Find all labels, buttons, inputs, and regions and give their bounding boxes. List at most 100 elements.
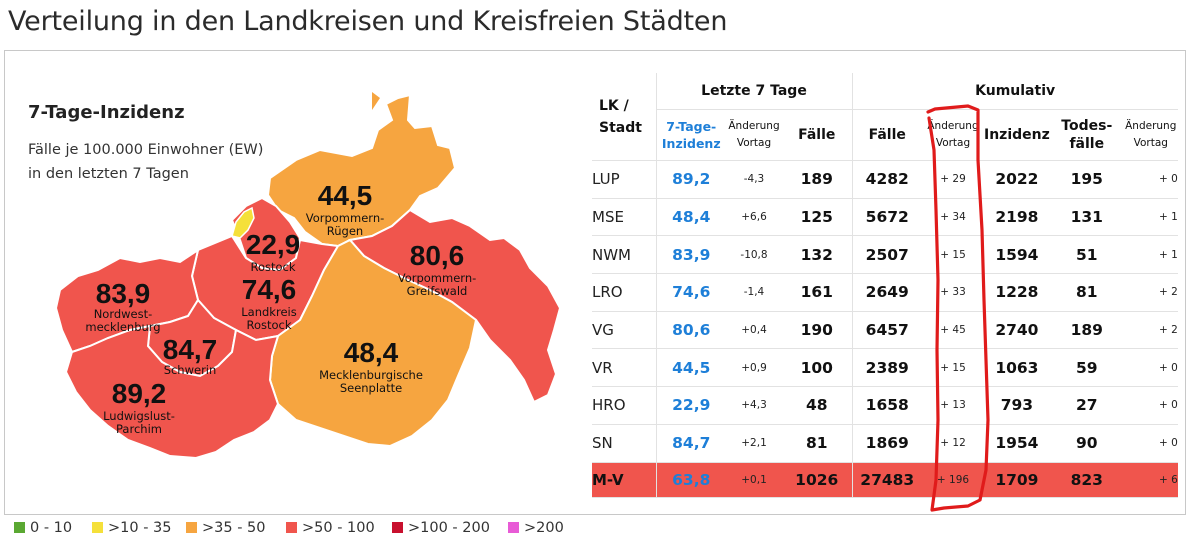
cell-chg-deaths: + 2 <box>1123 273 1178 312</box>
cell-inz: 48,4 <box>655 198 726 237</box>
legend-item: >200 <box>508 520 564 536</box>
region-value: 22,9 <box>245 229 301 260</box>
region-name: Ludwigslust- Parchim <box>103 409 175 436</box>
cell-deaths: 131 <box>1049 198 1124 237</box>
group-header-cumulative: Kumulativ <box>851 73 1178 110</box>
cell-lk: SN <box>592 424 656 463</box>
region-name: Landkreis Rostock <box>241 305 297 332</box>
table-row: VR 44,5 +0,9 100 2389 + 15 1063 59 + 0 <box>592 348 1178 388</box>
cell-cases: 1658 <box>851 386 922 425</box>
region-value: 74,6 <box>241 274 297 305</box>
cell-inz: 44,5 <box>655 348 726 388</box>
table-row: SN 84,7 +2,1 81 1869 + 12 1954 90 + 0 <box>592 424 1178 463</box>
cell-cases7: 190 <box>782 311 852 350</box>
cell-inz-cum: 2198 <box>984 198 1050 237</box>
cell-chg: +2,1 <box>726 424 782 463</box>
legend-swatch <box>92 522 103 533</box>
cell-inz: 22,9 <box>655 386 726 425</box>
cell-chg-cases: + 12 <box>922 424 984 463</box>
table-header-group: LK / Stadt Letzte 7 Tage Kumulativ <box>592 73 1178 161</box>
region-vorpommern-ruegen <box>266 93 457 248</box>
col-deaths-header: Todes-fälle <box>1049 109 1124 161</box>
legend-swatch <box>508 522 519 533</box>
map-subtitle-line2: in den letzten 7 Tagen <box>28 166 189 182</box>
cell-cases7: 81 <box>782 424 852 463</box>
cell-chg-cases: + 45 <box>922 311 984 350</box>
col-chg-deaths-header: Änderung Vortag <box>1123 109 1178 161</box>
region-mecklenburgische-seenplatte <box>268 238 478 448</box>
cell-deaths: 59 <box>1049 348 1124 388</box>
table-row: LUP 89,2 -4,3 189 4282 + 29 2022 195 + 0 <box>592 160 1178 199</box>
cell-inz: 83,9 <box>655 235 726 275</box>
cell-lk: VR <box>592 348 656 388</box>
cell-chg-deaths: + 1 <box>1123 198 1178 237</box>
cell-cases7: 100 <box>782 348 852 388</box>
cell-chg-cases: + 13 <box>922 386 984 425</box>
cell-inz-cum: 1063 <box>984 348 1050 388</box>
cell-cases: 2389 <box>851 348 922 388</box>
cell-inz-cum: 1228 <box>984 273 1050 312</box>
cell-chg: +4,3 <box>726 386 782 425</box>
cell-deaths: 27 <box>1049 386 1124 425</box>
map-title: 7-Tage-Inzidenz <box>28 102 185 123</box>
page-title: Verteilung in den Landkreisen und Kreisf… <box>8 6 728 37</box>
cell-cases7: 132 <box>782 235 852 275</box>
legend-swatch <box>392 522 403 533</box>
cell-chg-cases: + 29 <box>922 160 984 199</box>
cell-inz-cum: 2740 <box>984 311 1050 350</box>
cell-chg-cases: + 33 <box>922 273 984 312</box>
cell-cases7: 161 <box>782 273 852 312</box>
legend-item: >100 - 200 <box>392 520 490 536</box>
map-subtitle-line1: Fälle je 100.000 Einwohner (EW) <box>28 142 264 158</box>
cell-cases: 5672 <box>851 198 922 237</box>
legend-item: >10 - 35 <box>92 520 172 536</box>
legend-item: 0 - 10 <box>14 520 72 536</box>
region-value: 48,4 <box>343 337 399 368</box>
legend-swatch <box>286 522 297 533</box>
cell-inz-cum: 1594 <box>984 235 1050 275</box>
region-name: Vorpommern- Greifswald <box>397 271 477 298</box>
cell-chg-deaths: + 0 <box>1123 160 1178 199</box>
cell-cases: 2507 <box>851 235 922 275</box>
cell-cases: 1869 <box>851 424 922 463</box>
cell-lk: HRO <box>592 386 656 425</box>
cell-inz: 74,6 <box>655 273 726 312</box>
cell-chg: +0,9 <box>726 348 782 388</box>
cell-chg-deaths: + 0 <box>1123 348 1178 388</box>
cell-deaths: 51 <box>1049 235 1124 275</box>
region-value: 89,2 <box>111 378 167 409</box>
table-header-sub: 7-Tage- Inzidenz Änderung Vortag Fälle Fäl… <box>592 109 1178 161</box>
cell-chg: -1,4 <box>726 273 782 312</box>
table-row: LRO 74,6 -1,4 161 2649 + 33 1228 81 + 2 <box>592 273 1178 312</box>
cell-deaths: 81 <box>1049 273 1124 312</box>
cell-lk: LRO <box>592 273 656 312</box>
table-row: NWM 83,9 -10,8 132 2507 + 15 1594 51 + 1 <box>592 235 1178 275</box>
cell-inz-cum: 793 <box>984 386 1050 425</box>
cell-cases: 4282 <box>851 160 922 199</box>
cell-cases7: 189 <box>782 160 852 199</box>
legend-swatch <box>14 522 25 533</box>
cell-deaths: 189 <box>1049 311 1124 350</box>
cell-chg-cases: + 15 <box>922 235 984 275</box>
cell-chg: +6,6 <box>726 198 782 237</box>
district-table: LK / Stadt Letzte 7 Tage Kumulativ 7-Tage… <box>592 73 1178 498</box>
cell-chg-deaths: + 2 <box>1123 311 1178 350</box>
cell-cases: 2649 <box>851 273 922 312</box>
cell-chg-cases: + 196 <box>922 462 984 498</box>
cell-inz: 84,7 <box>655 424 726 463</box>
cell-chg: -10,8 <box>726 235 782 275</box>
col-chg-header: Änderung Vortag <box>726 109 782 161</box>
legend-item: >50 - 100 <box>286 520 375 536</box>
table-row: MSE 48,4 +6,6 125 5672 + 34 2198 131 + 1 <box>592 198 1178 237</box>
cell-cases: 6457 <box>851 311 922 350</box>
cell-chg-deaths: + 1 <box>1123 235 1178 275</box>
col-lk-header: LK / Stadt <box>592 73 656 161</box>
region-ludwigslust-parchim <box>64 324 280 460</box>
cell-lk: NWM <box>592 235 656 275</box>
region-name: Schwerin <box>163 363 217 377</box>
region-value: 80,6 <box>409 240 465 271</box>
group-header-7days: Letzte 7 Tage <box>655 73 852 110</box>
region-value: 44,5 <box>317 180 373 211</box>
cell-inz: 80,6 <box>655 311 726 350</box>
cell-chg-deaths: + 0 <box>1123 386 1178 425</box>
